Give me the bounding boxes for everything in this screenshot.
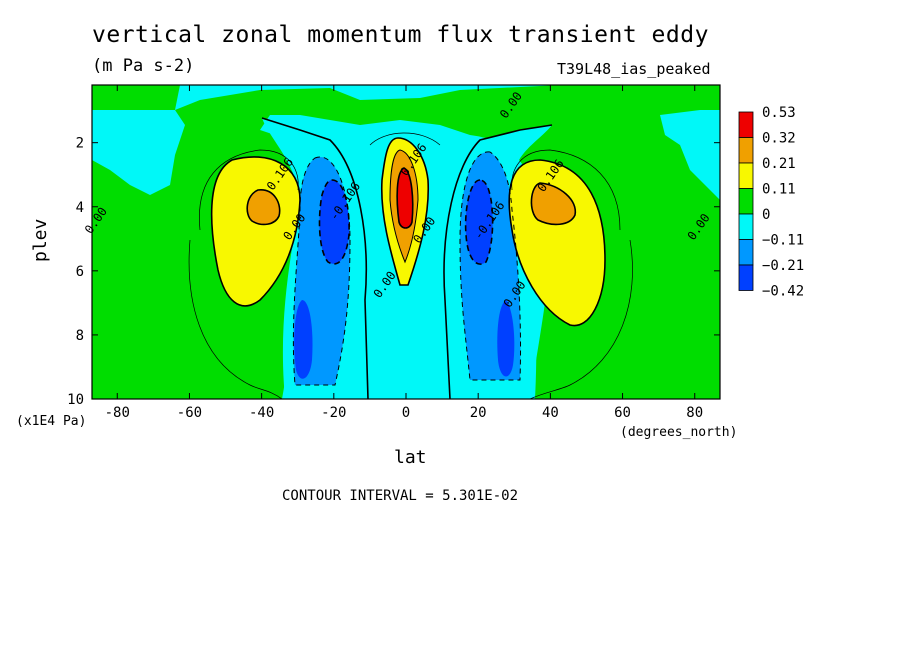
x-tick-label: -40 xyxy=(249,405,274,421)
contour-interval-label: CONTOUR INTERVAL = 5.301E-02 xyxy=(282,488,519,504)
legend-swatch xyxy=(738,213,754,240)
chart-title: vertical zonal momentum flux transient e… xyxy=(92,22,709,48)
fill-yellow-left xyxy=(211,156,300,306)
legend-level-label: 0.21 xyxy=(762,156,796,172)
x-tick-label: 60 xyxy=(614,405,631,421)
fill-cyan-left-edge xyxy=(92,110,185,195)
x-tick-label: -20 xyxy=(321,405,346,421)
legend-swatch xyxy=(738,239,754,266)
fill-dblue-right xyxy=(465,180,493,265)
y-axis-ticks: 2 4 6 8 10 xyxy=(67,136,720,408)
x-tick-label: 80 xyxy=(686,405,703,421)
fill-red-center xyxy=(397,168,413,228)
fill-orange-left xyxy=(247,189,280,225)
fill-dblue-left xyxy=(319,180,350,264)
legend-swatch xyxy=(738,162,754,189)
x-tick-label: 40 xyxy=(542,405,559,421)
color-legend: 0.53 0.32 0.21 0.11 0 −0.11 −0.21 −0.42 xyxy=(738,105,804,300)
chart-units: (m Pa s-2) xyxy=(92,56,195,76)
run-label: T39L48_ias_peaked xyxy=(557,60,711,78)
legend-swatch xyxy=(738,111,754,138)
x-axis-label: lat xyxy=(394,447,427,468)
contour-lines xyxy=(188,117,633,399)
legend-swatch xyxy=(738,188,754,215)
fill-cyan-top xyxy=(92,85,720,110)
legend-level-label: 0.53 xyxy=(762,105,796,121)
fill-cyan-right-edge xyxy=(660,110,720,200)
x-tick-label: -80 xyxy=(105,405,130,421)
fill-cyan-bottom xyxy=(382,370,435,399)
fill-dblue-right-low xyxy=(497,300,515,377)
y-tick-label: 10 xyxy=(67,392,84,408)
legend-level-label: 0 xyxy=(762,207,770,223)
x-tick-label: 0 xyxy=(402,405,410,421)
x-unit-label: (degrees_north) xyxy=(620,425,738,440)
x-axis-ticks: -80 -60 -40 -20 0 20 40 60 80 xyxy=(105,85,703,421)
legend-level-label: −0.21 xyxy=(762,258,804,274)
legend-level-label: 0.11 xyxy=(762,182,796,198)
legend-level-label: −0.42 xyxy=(762,284,804,300)
x-tick-label: 20 xyxy=(470,405,487,421)
y-tick-label: 2 xyxy=(76,136,84,152)
legend-swatch xyxy=(738,264,754,291)
fill-dblue-left-low xyxy=(294,300,313,379)
x-tick-label: -60 xyxy=(177,405,202,421)
y-tick-label: 8 xyxy=(76,328,84,344)
y-tick-label: 4 xyxy=(76,200,84,216)
y-tick-label: 6 xyxy=(76,264,84,280)
legend-level-label: 0.32 xyxy=(762,131,796,147)
legend-level-label: −0.11 xyxy=(762,233,804,249)
y-unit-label: (x1E4 Pa) xyxy=(16,414,87,429)
legend-swatch xyxy=(738,137,754,164)
contour-fill xyxy=(92,85,720,399)
